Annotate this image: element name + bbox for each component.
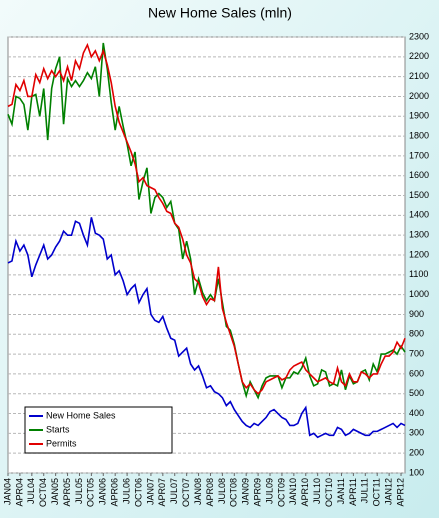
x-tick-label: APR06 [110,478,120,507]
y-tick-label: 400 [409,408,424,418]
y-tick-label: 1000 [409,289,429,299]
x-tick-label: JUL08 [217,478,227,504]
x-tick-label: APR11 [348,478,358,506]
y-tick-label: 100 [409,467,424,477]
chart-title: New Home Sales (mln) [148,5,292,21]
x-tick-label: JUL11 [360,478,370,503]
x-tick-label: OCT05 [86,478,96,507]
x-tick-label: JAN07 [145,478,155,505]
x-tick-label: JAN10 [288,478,298,505]
y-tick-label: 2200 [409,51,429,61]
y-tick-label: 1300 [409,230,429,240]
y-tick-label: 800 [409,329,424,339]
x-tick-label: APR05 [62,478,72,507]
x-tick-label: JUL06 [121,478,131,504]
x-tick-label: APR07 [157,478,167,507]
y-tick-label: 700 [409,348,424,358]
x-tick-label: OCT07 [181,478,191,507]
x-tick-label: OCT04 [38,478,48,507]
x-tick-label: OCT11 [372,478,382,506]
x-tick-label: APR04 [14,478,24,507]
y-tick-label: 1800 [409,130,429,140]
legend: New Home Sales Starts Permits [24,406,173,454]
y-tick-label: 200 [409,448,424,458]
y-tick-label: 300 [409,428,424,438]
y-tick-label: 1100 [409,269,428,279]
legend-box [24,406,173,454]
x-tick-label: OCT10 [324,478,334,507]
x-tick-label: APR09 [252,478,262,507]
y-tick-label: 1200 [409,249,429,259]
x-tick-label: JAN08 [193,478,203,505]
x-tick-label: APR12 [395,478,405,507]
x-tick-label: JAN11 [336,478,346,504]
x-tick-label: JAN04 [2,478,12,505]
y-tick-label: 1900 [409,111,429,121]
x-tick-label: JUL10 [312,478,322,504]
y-tick-label: 1500 [409,190,429,200]
x-tick-label: OCT09 [276,478,286,507]
y-tick-label: 900 [409,309,424,319]
x-tick-label: OCT06 [133,478,143,507]
x-tick-label: JUL09 [264,478,274,504]
y-tick-label: 1700 [409,150,429,160]
data-line [7,217,406,439]
x-tick-label: JAN06 [98,478,108,505]
y-tick-label: 1400 [409,210,429,220]
legend-label: Starts [46,424,70,434]
x-tick-label: APR10 [300,478,310,507]
x-tick-label: APR08 [205,478,215,507]
x-tick-label: JAN05 [50,478,60,505]
y-tick-label: 1600 [409,170,429,180]
x-tick-label: JUL04 [26,478,36,504]
data-line [7,42,406,395]
x-tick-label: OCT08 [229,478,239,507]
x-tick-label: JUL05 [74,478,84,504]
y-tick-label: 600 [409,368,424,378]
y-tick-label: 500 [409,388,424,398]
legend-label: New Home Sales [46,410,116,420]
x-tick-label: JAN12 [383,478,393,505]
legend-label: Permits [46,438,77,448]
data-line [7,42,406,400]
x-tick-label: JUL07 [169,478,179,504]
y-tick-label: 2000 [409,91,429,101]
x-tick-label: JAN09 [241,478,251,505]
y-tick-label: 2100 [409,71,429,81]
y-tick-label: 2300 [409,31,429,41]
